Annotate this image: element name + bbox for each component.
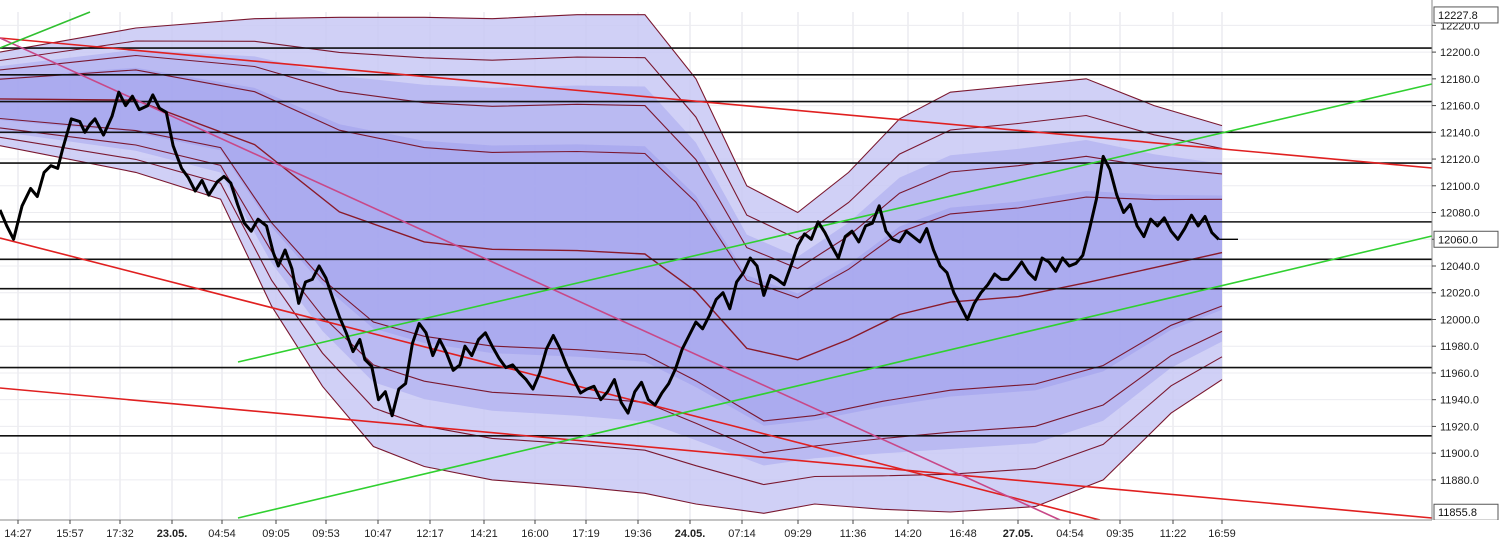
red-trendline-steep	[0, 237, 1101, 521]
y-tick-label: 12120.0	[1440, 154, 1480, 166]
x-tick-label: 07:14	[728, 528, 756, 540]
x-tick-label: 09:05	[262, 528, 290, 540]
top-value-label-box	[1433, 6, 1499, 24]
horizontal-levels	[0, 47, 1432, 437]
x-tick-label: 15:57	[56, 528, 84, 540]
x-tick-label: 16:48	[949, 528, 977, 540]
y-tick-label: 12180.0	[1440, 74, 1480, 86]
x-tick-label: 23.05.	[157, 528, 188, 540]
x-tick-label: 09:53	[312, 528, 340, 540]
x-tick-label: 04:54	[208, 528, 236, 540]
y-tick-label: 12140.0	[1440, 127, 1480, 139]
x-tick-label: 17:32	[106, 528, 134, 540]
y-tick-label: 11920.0	[1440, 421, 1479, 433]
envelope-lower-curve	[0, 117, 1223, 422]
red-trendline-lower	[0, 387, 1433, 519]
envelope-lower-curve	[0, 136, 1223, 486]
x-tick-label: 11:22	[1160, 528, 1187, 540]
y-tick-label: 11960.0	[1440, 368, 1479, 380]
price-series	[0, 90, 1238, 418]
last-price-label-box	[1433, 230, 1499, 248]
y-tick-label: 12160.0	[1440, 101, 1480, 113]
green-trendline-small	[0, 11, 91, 49]
price-line	[0, 90, 1220, 418]
y-tick-label: 12200.0	[1440, 47, 1480, 59]
green-channel-upper	[237, 83, 1433, 363]
x-tick-label: 09:29	[784, 528, 812, 540]
band-inner-fill	[0, 67, 1222, 426]
x-tick-label: 14:20	[894, 528, 922, 540]
x-tick-label: 27.05.	[1003, 528, 1034, 540]
x-tick-label: 10:47	[364, 528, 392, 540]
x-axis-panel	[0, 520, 1500, 543]
x-tick-label: 19:36	[624, 528, 652, 540]
y-tick-label: 12040.0	[1440, 261, 1480, 273]
x-tick-label: 04:54	[1056, 528, 1084, 540]
trend-lines	[0, 11, 1433, 521]
x-tick-label: 14:27	[4, 528, 32, 540]
x-tick-label: 11:36	[840, 528, 867, 540]
x-tick-label: 16:59	[1208, 528, 1236, 540]
x-tick-label: 12:17	[416, 528, 444, 540]
envelope-upper-curve	[0, 69, 1223, 299]
red-trendline-upper	[0, 37, 1433, 169]
y-tick-label: 12080.0	[1440, 208, 1480, 220]
last-price-label: 12060.0	[1438, 234, 1478, 246]
x-tick-label: 14:21	[470, 528, 498, 540]
x-tick-label: 17:19	[572, 528, 600, 540]
y-tick-label: 11880.0	[1440, 475, 1479, 487]
y-tick-label: 11900.0	[1440, 448, 1479, 460]
y-tick-label: 12000.0	[1440, 314, 1480, 326]
x-tick-label: 24.05.	[675, 528, 706, 540]
y-tick-label: 12020.0	[1440, 288, 1480, 300]
band-layer	[0, 14, 1222, 514]
green-channel-lower	[237, 235, 1433, 519]
x-tick-label: 16:00	[521, 528, 549, 540]
envelope-lower-curve	[0, 145, 1223, 514]
bottom-value-label: 11855.8	[1438, 507, 1477, 519]
x-tick-label: 09:35	[1106, 528, 1134, 540]
envelope-upper-curve	[0, 40, 1223, 240]
y-tick-label: 12100.0	[1440, 181, 1480, 193]
top-value-label: 12227.8	[1438, 10, 1478, 22]
envelope-upper-curve	[0, 54, 1223, 270]
y-tick-label: 11980.0	[1440, 341, 1479, 353]
y-axis-panel	[1432, 0, 1500, 543]
y-tick-label: 11940.0	[1440, 395, 1479, 407]
magenta-trendline	[0, 37, 1061, 521]
